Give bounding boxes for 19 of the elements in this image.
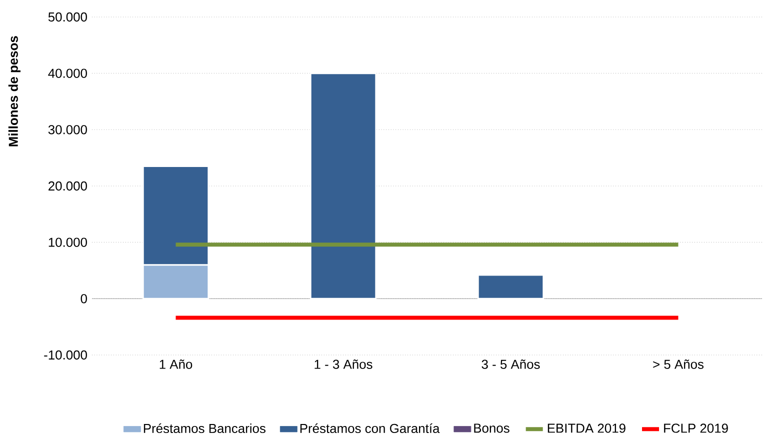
legend-label: EBITDA 2019 (548, 424, 626, 433)
x-tick-label: 1 - 3 Años (314, 359, 372, 369)
y-tick-label: 0 (80, 294, 87, 304)
y-tick-label: 50.000 (48, 12, 87, 22)
legend-label: Bonos (474, 424, 510, 433)
x-tick-label: > 5 Años (653, 359, 704, 369)
y-axis-title: Millones de pesos (8, 36, 20, 146)
x-tick-label: 1 Año (160, 359, 192, 369)
legend-label: FCLP 2019 (664, 424, 728, 433)
y-tick-label: -10.000 (44, 350, 87, 360)
bar (310, 72, 377, 300)
y-tick-label: 10.000 (48, 238, 87, 247)
y-tick-label: 40.000 (48, 68, 87, 78)
bar (477, 274, 544, 300)
legend-label: Préstamos con Garantía (300, 423, 440, 434)
y-tick-label: 20.000 (48, 181, 87, 191)
legend-label: Préstamos Bancarios (144, 423, 266, 434)
x-tick-label: 3 - 5 Años (482, 359, 540, 369)
y-tick-label: 30.000 (48, 125, 87, 134)
